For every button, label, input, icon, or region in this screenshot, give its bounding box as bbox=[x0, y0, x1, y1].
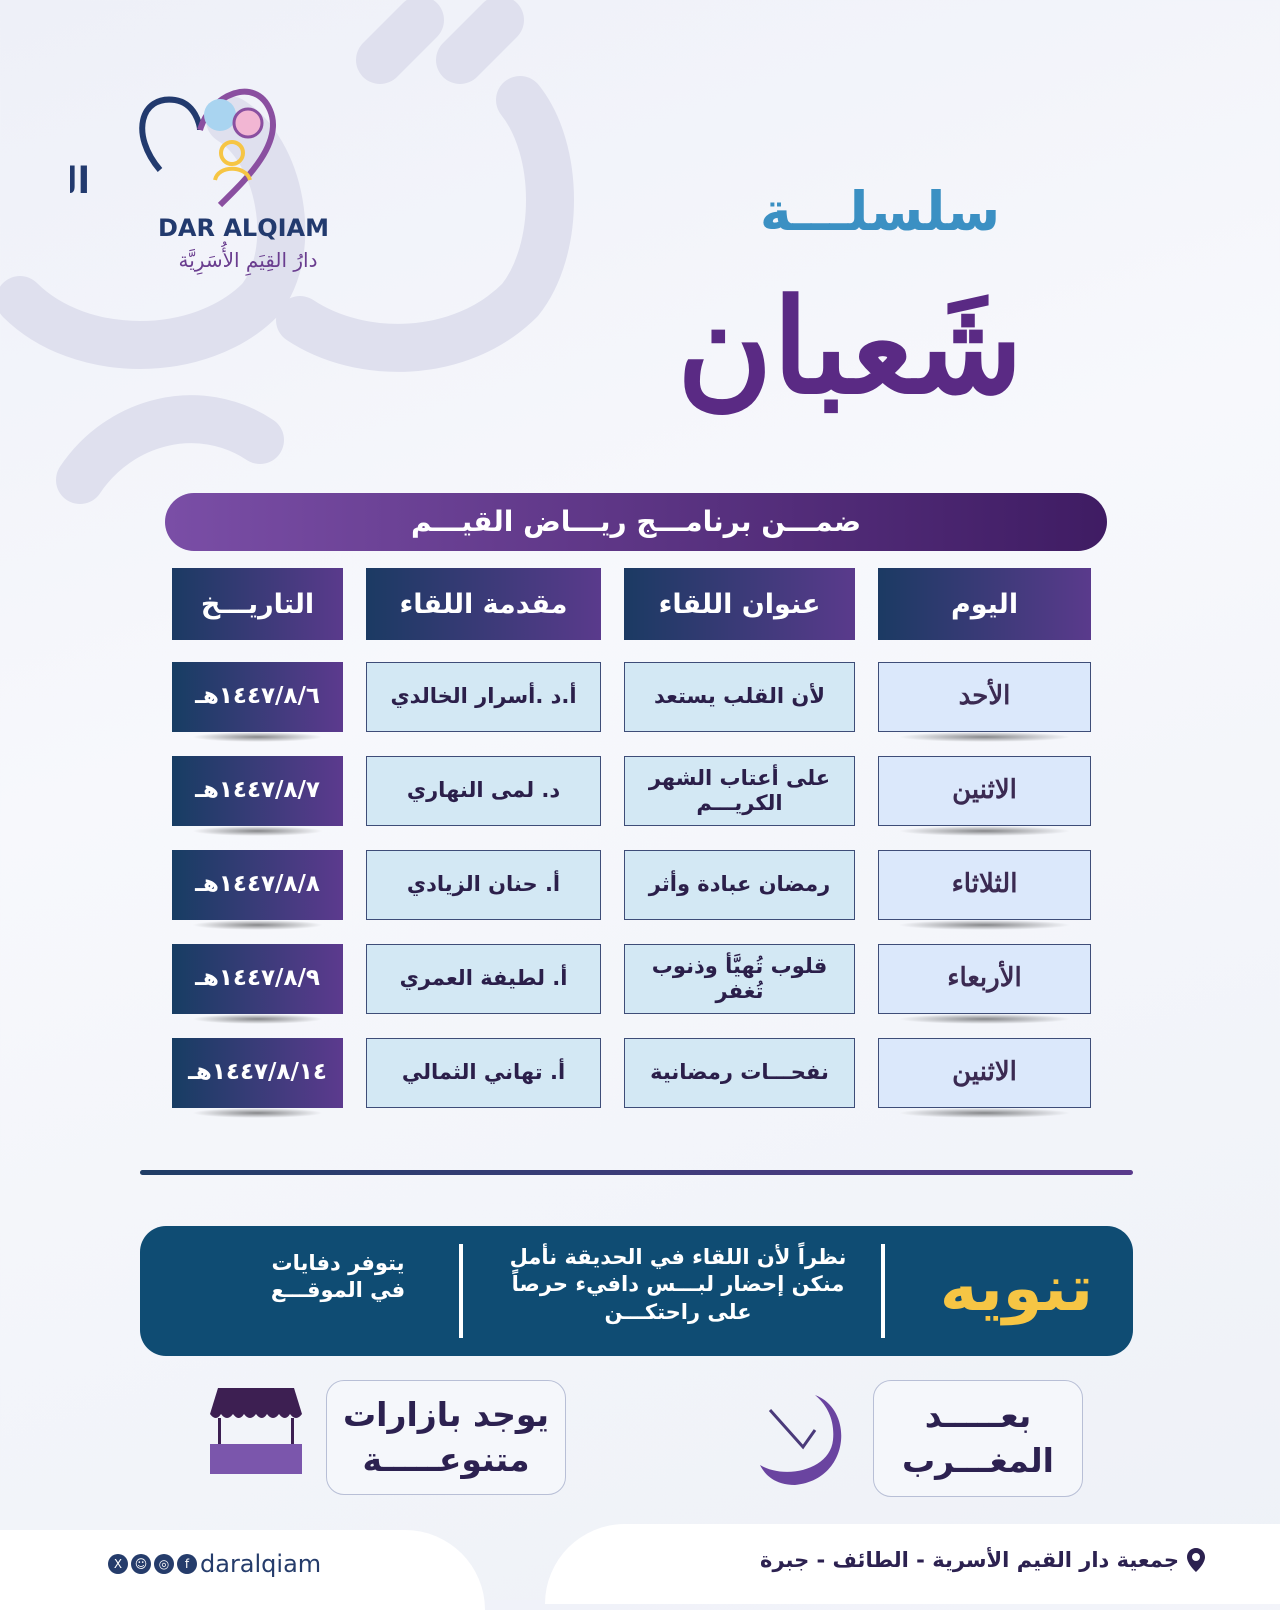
notice-box: تنويه نظراً لأن اللقاء في الحديقة نأمل م… bbox=[140, 1226, 1133, 1356]
cell-topic: لأن القلب يستعد bbox=[624, 662, 855, 732]
cell-shadow bbox=[898, 1014, 1071, 1024]
cell-shadow bbox=[192, 732, 323, 742]
header-presenter: مقدمة اللقاء bbox=[366, 568, 601, 640]
watermark-calligraphy bbox=[0, 0, 574, 504]
cell-date: ١٤٤٧/٨/٩هـ bbox=[172, 944, 343, 1014]
location-pin-icon bbox=[1187, 1548, 1205, 1572]
time-box: بعـــــد المغـــرب bbox=[873, 1380, 1083, 1497]
cell-shadow bbox=[898, 732, 1071, 742]
notice-title: تنويه bbox=[939, 1252, 1093, 1326]
cell-topic: رمضان عبادة وأثر bbox=[624, 850, 855, 920]
location-text: جمعية دار القيم الأسرية - الطائف - جبرة bbox=[760, 1548, 1179, 1572]
cell-presenter: أ. تهاني الثمالي bbox=[366, 1038, 601, 1108]
cell-presenter: د. لمى النهاري bbox=[366, 756, 601, 826]
social-links: X ☺ ◎ f daralqiam bbox=[108, 1550, 321, 1578]
header-day: اليوم bbox=[878, 568, 1091, 640]
cell-day: الأحد bbox=[878, 662, 1091, 732]
bazaar-box: يوجد بازارات متنوعـــــة bbox=[326, 1380, 566, 1495]
logo-name-en: DAR ALQIAM bbox=[158, 214, 329, 242]
cell-shadow bbox=[192, 1014, 323, 1024]
cell-day: الأربعاء bbox=[878, 944, 1091, 1014]
series-title: سلسلـــة bbox=[759, 180, 1001, 243]
cell-topic: نفحـــات رمضانية bbox=[624, 1038, 855, 1108]
instagram-icon[interactable]: ◎ bbox=[154, 1554, 174, 1574]
logo: القيم DAR ALQIAM دارُ القِيَمِ الأُسَرِي… bbox=[0, 75, 340, 280]
cell-date: ١٤٤٧/٨/٨هـ bbox=[172, 850, 343, 920]
clock-icon bbox=[760, 1395, 842, 1485]
notice-text: نظراً لأن اللقاء في الحديقة نأمل منكن إح… bbox=[509, 1245, 847, 1324]
cell-shadow bbox=[192, 1108, 323, 1118]
snapchat-icon[interactable]: ☺ bbox=[131, 1554, 151, 1574]
cell-date: ١٤٤٧/٨/١٤هـ bbox=[172, 1038, 343, 1108]
header-date: التاريـــخ bbox=[172, 568, 343, 640]
program-banner: ضمـــن برنامـــج ريـــاض القيـــم bbox=[165, 493, 1107, 551]
x-icon[interactable]: X bbox=[108, 1554, 128, 1574]
cell-day: الاثنين bbox=[878, 1038, 1091, 1108]
divider bbox=[140, 1170, 1133, 1175]
header-topic: عنوان اللقاء bbox=[624, 568, 855, 640]
cell-shadow bbox=[192, 826, 323, 836]
cell-day: الاثنين bbox=[878, 756, 1091, 826]
cell-presenter: أ.د .أسرار الخالدي bbox=[366, 662, 601, 732]
footer-right-panel bbox=[545, 1524, 1280, 1604]
logo-mark-text: القيم bbox=[70, 161, 90, 202]
cell-shadow bbox=[898, 826, 1071, 836]
cell-topic: على أعتاب الشهر الكريـــم bbox=[624, 756, 855, 826]
logo-hearts-icon: القيم bbox=[0, 88, 276, 208]
facebook-icon[interactable]: f bbox=[177, 1554, 197, 1574]
location: جمعية دار القيم الأسرية - الطائف - جبرة bbox=[760, 1548, 1205, 1572]
footer-left-panel bbox=[0, 1530, 485, 1610]
notice-side-text: يتوفر دفايات في الموقـــع bbox=[270, 1251, 406, 1303]
cell-shadow bbox=[898, 920, 1071, 930]
cell-date: ١٤٤٧/٨/٧هـ bbox=[172, 756, 343, 826]
month-title: شَعبان bbox=[677, 270, 1023, 423]
cell-presenter: أ. حنان الزيادي bbox=[366, 850, 601, 920]
market-stall-icon bbox=[210, 1388, 302, 1474]
cell-presenter: أ. لطيفة العمري bbox=[366, 944, 601, 1014]
separator bbox=[881, 1244, 885, 1338]
cell-shadow bbox=[898, 1108, 1071, 1118]
separator bbox=[459, 1244, 463, 1338]
logo-name-ar: دارُ القِيَمِ الأُسَرِيَّة bbox=[178, 248, 318, 272]
cell-date: ١٤٤٧/٨/٦هـ bbox=[172, 662, 343, 732]
cell-day: الثلاثاء bbox=[878, 850, 1091, 920]
cell-shadow bbox=[192, 920, 323, 930]
cell-topic: قلوب تُهيَّأ وذنوب تُغفر bbox=[624, 944, 855, 1014]
social-handle[interactable]: daralqiam bbox=[200, 1550, 322, 1578]
